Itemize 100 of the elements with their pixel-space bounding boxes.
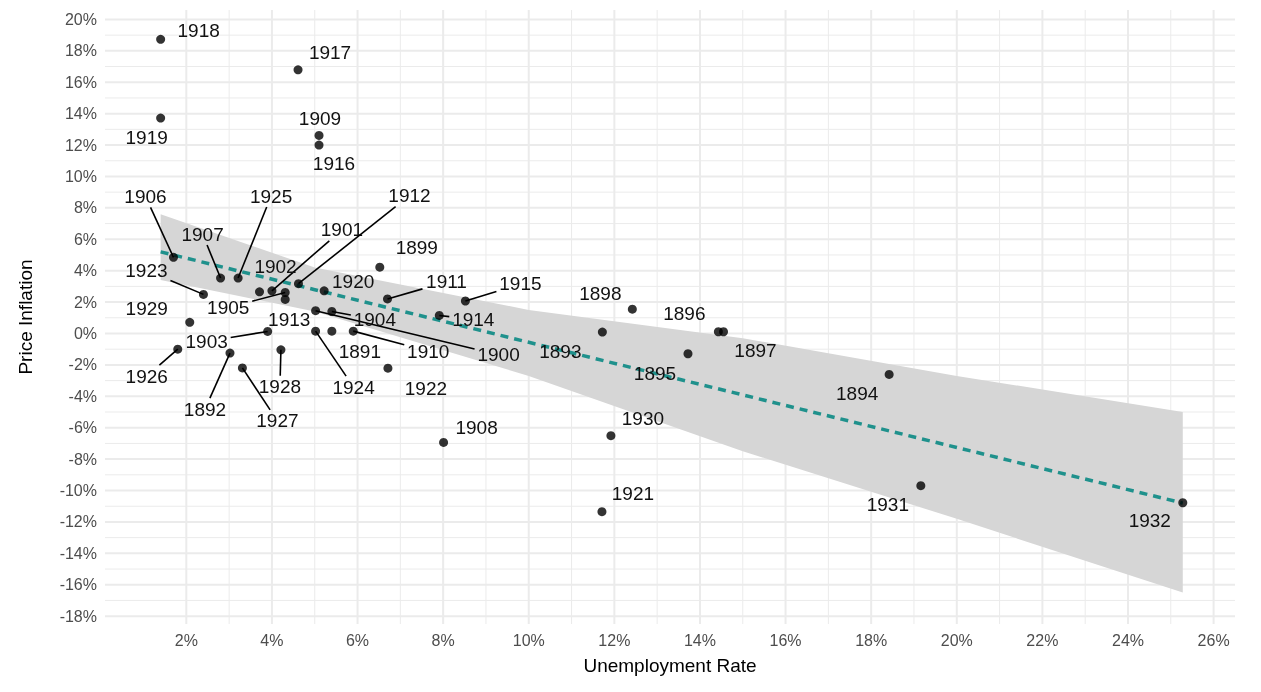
y-tick-label: 10% <box>64 167 97 185</box>
x-axis-title: Unemployment Rate <box>583 655 757 676</box>
annotation: 1900 <box>477 344 520 366</box>
annotation: 1916 <box>312 152 356 174</box>
point <box>198 289 208 299</box>
y-tick-label: 6% <box>73 230 97 248</box>
y-tick-label: -12% <box>59 513 97 531</box>
annotation: 1896 <box>663 303 706 325</box>
point <box>884 369 894 379</box>
y-tick-label: -8% <box>68 450 97 468</box>
y-tick-label: -18% <box>59 607 97 625</box>
y-tick-label: -16% <box>59 576 97 594</box>
point <box>606 431 616 441</box>
point <box>293 279 303 289</box>
annotation: 1930 <box>621 408 665 430</box>
annotation: 1909 <box>298 107 342 129</box>
point <box>314 140 324 150</box>
y-tick-label: 20% <box>64 10 97 28</box>
point <box>597 507 607 517</box>
x-tick-label: 8% <box>431 631 455 649</box>
y-tick-label: -10% <box>59 482 97 500</box>
x-tick-label: 16% <box>769 631 802 649</box>
annotation: 1926 <box>125 365 168 387</box>
y-tick-label: 2% <box>73 293 97 311</box>
annotation: 1927 <box>256 410 299 432</box>
y-tick-label: 8% <box>73 199 97 217</box>
annotation: 1923 <box>125 259 168 281</box>
x-tick-label: 12% <box>598 631 631 649</box>
annotation: 1912 <box>388 185 431 207</box>
point <box>280 294 290 304</box>
annotation: 1907 <box>181 223 224 245</box>
y-tick-label: -6% <box>68 419 97 437</box>
x-tick-label: 18% <box>855 631 888 649</box>
annotation: 1932 <box>1128 510 1171 532</box>
point <box>916 481 926 491</box>
point <box>314 130 324 140</box>
annotation: 1920 <box>332 271 375 293</box>
annotation: 1903 <box>185 330 228 352</box>
annotation: 1902 <box>254 256 297 278</box>
annotation: 1917 <box>308 42 352 64</box>
y-tick-label: -14% <box>59 544 97 562</box>
point <box>293 65 303 75</box>
point <box>719 327 728 337</box>
x-tick-label: 2% <box>174 631 198 649</box>
x-tick-label: 20% <box>940 631 973 649</box>
x-tick-label: 24% <box>1111 631 1145 649</box>
annotation: 1897 <box>734 340 777 362</box>
annotation: 1918 <box>177 19 220 41</box>
y-tick-label: 14% <box>64 105 97 123</box>
annotation: 1908 <box>455 416 498 438</box>
point <box>185 317 195 327</box>
x-tick-label: 4% <box>260 631 284 649</box>
annotation: 1906 <box>124 185 167 207</box>
y-tick-label: 0% <box>73 324 97 342</box>
annotation: 1922 <box>404 377 448 399</box>
y-tick-label: 4% <box>73 262 97 280</box>
x-tick-label: 6% <box>345 631 370 649</box>
annotation: 1919 <box>125 126 168 148</box>
point <box>627 304 637 314</box>
point <box>1178 498 1188 508</box>
annotation: 1925 <box>249 185 293 207</box>
annotation: 1921 <box>611 483 655 505</box>
annotation: 1913 <box>268 308 311 330</box>
annotation: 1915 <box>499 273 542 295</box>
point <box>255 287 265 297</box>
annotation: 1911 <box>426 271 467 293</box>
y-tick-label: 16% <box>64 73 97 91</box>
point <box>168 252 178 262</box>
annotation: 1901 <box>320 219 364 241</box>
point <box>263 326 273 336</box>
annotation: 1905 <box>207 297 250 318</box>
annotation: 1894 <box>836 382 879 404</box>
point <box>597 327 607 337</box>
annotation: 1914 <box>452 308 495 330</box>
annotation: 1904 <box>353 309 397 330</box>
point <box>434 310 444 320</box>
x-tick-label: 22% <box>1026 631 1059 649</box>
annotation: 1910 <box>407 340 450 362</box>
y-axis-title: Price Inflation <box>15 259 36 375</box>
point <box>439 437 449 447</box>
y-tick-label: -4% <box>68 387 97 405</box>
annotation: 1891 <box>338 340 381 362</box>
annotation: 1931 <box>866 494 909 516</box>
y-tick-label: 18% <box>64 42 97 60</box>
point <box>683 349 693 359</box>
point <box>173 344 183 354</box>
annotation: 1928 <box>258 376 302 398</box>
annotation: 1929 <box>125 297 168 319</box>
point <box>156 34 166 44</box>
point <box>375 262 385 272</box>
point <box>319 286 329 296</box>
annotation: 1924 <box>332 376 376 398</box>
annotation: 1892 <box>183 398 227 420</box>
annotation: 1899 <box>395 236 438 258</box>
point <box>327 326 337 336</box>
point <box>383 363 393 373</box>
point <box>311 306 321 316</box>
y-tick-label: 12% <box>64 136 97 154</box>
point <box>156 113 166 123</box>
x-tick-label: 26% <box>1197 631 1230 649</box>
